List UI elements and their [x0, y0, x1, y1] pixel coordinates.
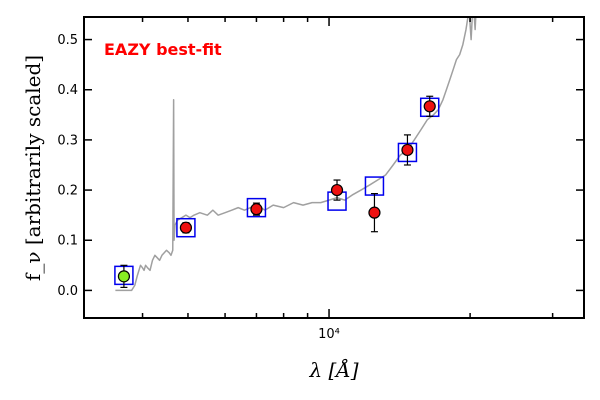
x-tick-label: 10⁴ — [318, 327, 340, 342]
observed-flux-point — [330, 183, 344, 197]
observed-flux-point — [401, 143, 414, 157]
x-axis-label: λ [Å] — [308, 357, 358, 382]
y-tick-label: 0.1 — [57, 234, 78, 249]
annotation-label: EAZY best-fit — [104, 40, 222, 59]
y-tick-label: 0.4 — [57, 83, 78, 98]
y-tick-label: 0.5 — [57, 33, 78, 48]
y-tick-label: 0.3 — [57, 133, 78, 148]
y-tick-label: 0.2 — [57, 184, 78, 199]
observed-flux-point — [117, 270, 131, 283]
axes-frame — [83, 16, 585, 319]
plot-area — [114, 17, 477, 292]
model-flux-box — [246, 197, 267, 218]
model-flux-box — [176, 217, 196, 238]
template-spectrum-line — [115, 17, 477, 292]
observed-flux-point — [368, 206, 381, 219]
observed-flux-point — [250, 203, 263, 216]
observed-flux-point — [423, 100, 436, 113]
axis-ticks: 0.0 0.1 0.2 0.3 0.4 0.5 10⁴ — [57, 17, 584, 342]
observed-flux-point — [179, 221, 193, 234]
y-tick-label: 0.0 — [57, 284, 78, 299]
y-axis-label: f_ν [arbitrarily scaled] — [21, 55, 45, 281]
